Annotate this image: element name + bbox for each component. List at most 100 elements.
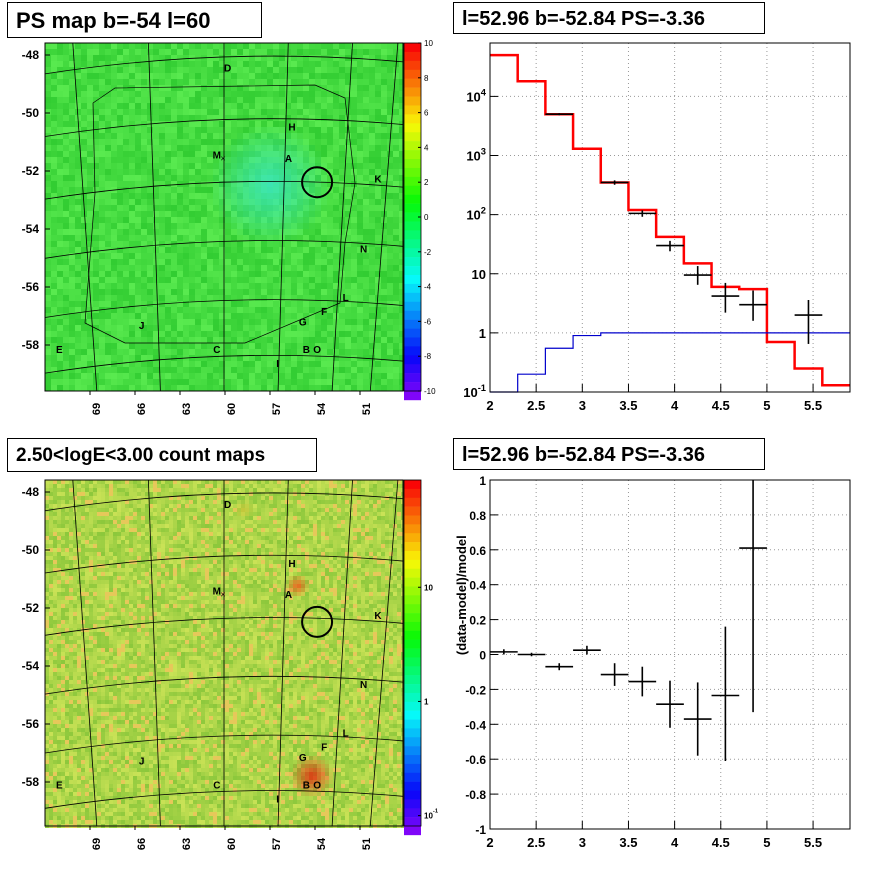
- heatmap-cell: [303, 121, 309, 127]
- heatmap-cell: [261, 217, 267, 223]
- heatmap-cell: [291, 199, 297, 205]
- heatmap-cell: [81, 528, 85, 532]
- heatmap-cell: [141, 109, 147, 115]
- heatmap-cell: [291, 133, 297, 139]
- heatmap-cell: [189, 67, 195, 73]
- heatmap-cell: [381, 528, 385, 532]
- heatmap-cell: [297, 259, 303, 265]
- heatmap-cell: [159, 325, 165, 331]
- heatmap-cell: [237, 253, 243, 259]
- heatmap-cell: [93, 43, 99, 49]
- heatmap-cell: [137, 484, 141, 488]
- heatmap-cell: [123, 367, 129, 373]
- heatmap-cell: [237, 528, 241, 532]
- heatmap-cell: [145, 528, 149, 532]
- heatmap-cell: [193, 516, 197, 520]
- heatmap-cell: [279, 169, 285, 175]
- heatmap-cell: [375, 67, 381, 73]
- heatmap-cell: [349, 480, 353, 484]
- heatmap-cell: [121, 524, 125, 528]
- heatmap-cell: [253, 480, 257, 484]
- heatmap-cell: [357, 133, 363, 139]
- heatmap-cell: [135, 223, 141, 229]
- heatmap-cell: [297, 325, 303, 331]
- heatmap-cell: [51, 379, 57, 385]
- heatmap-cell: [303, 271, 309, 277]
- heatmap-cell: [387, 235, 393, 241]
- heatmap-cell: [177, 488, 181, 492]
- heatmap-cell: [309, 241, 315, 247]
- heatmap-cell: [89, 508, 93, 512]
- heatmap-cell: [105, 484, 109, 488]
- heatmap-cell: [149, 484, 153, 488]
- heatmap-cell: [61, 520, 65, 524]
- heatmap-cell: [233, 528, 237, 532]
- heatmap-cell: [303, 259, 309, 265]
- heatmap-cell: [219, 319, 225, 325]
- heatmap-cell: [129, 205, 135, 211]
- heatmap-cell: [153, 373, 159, 379]
- heatmap-cell: [243, 211, 249, 217]
- heatmap-cell: [63, 241, 69, 247]
- heatmap-cell: [81, 355, 87, 361]
- heatmap-cell: [237, 496, 241, 500]
- heatmap-cell: [291, 193, 297, 199]
- heatmap-cell: [387, 289, 393, 295]
- heatmap-cell: [315, 349, 321, 355]
- heatmap-cell: [141, 133, 147, 139]
- heatmap-cell: [225, 61, 231, 67]
- heatmap-cell: [97, 484, 101, 488]
- heatmap-cell: [65, 500, 69, 504]
- heatmap-cell: [63, 205, 69, 211]
- heatmap-cell: [273, 49, 279, 55]
- heatmap-cell: [237, 115, 243, 121]
- heatmap-cell: [153, 73, 159, 79]
- heatmap-cell: [225, 484, 229, 488]
- heatmap-cell: [117, 217, 123, 223]
- heatmap-cell: [375, 151, 381, 157]
- heatmap-cell: [261, 73, 267, 79]
- heatmap-cell: [207, 307, 213, 313]
- heatmap-cell: [327, 103, 333, 109]
- heatmap-cell: [213, 253, 219, 259]
- heatmap-cell: [213, 295, 219, 301]
- heatmap-cell: [339, 175, 345, 181]
- heatmap-cell: [357, 349, 363, 355]
- heatmap-cell: [265, 528, 269, 532]
- heatmap-cell: [375, 277, 381, 283]
- heatmap-cell: [233, 504, 237, 508]
- heatmap-cell: [53, 484, 57, 488]
- heatmap-cell: [97, 516, 101, 520]
- heatmap-cell: [63, 229, 69, 235]
- heatmap-cell: [195, 373, 201, 379]
- heatmap-cell: [51, 169, 57, 175]
- heatmap-cell: [45, 520, 49, 524]
- heatmap-cell: [261, 516, 265, 520]
- heatmap-cell: [147, 271, 153, 277]
- heatmap-cell: [201, 512, 205, 516]
- heatmap-cell: [135, 325, 141, 331]
- heatmap-cell: [99, 253, 105, 259]
- heatmap-cell: [273, 253, 279, 259]
- heatmap-cell: [399, 55, 405, 61]
- heatmap-cell: [349, 492, 353, 496]
- heatmap-cell: [315, 217, 321, 223]
- heatmap-cell: [105, 61, 111, 67]
- heatmap-cell: [285, 337, 291, 343]
- heatmap-cell: [231, 205, 237, 211]
- heatmap-cell: [205, 508, 209, 512]
- heatmap-cell: [65, 528, 69, 532]
- heatmap-cell: [105, 91, 111, 97]
- heatmap-cell: [201, 181, 207, 187]
- heatmap-cell: [333, 43, 339, 49]
- heatmap-cell: [301, 500, 305, 504]
- heatmap-cell: [315, 67, 321, 73]
- heatmap-cell: [185, 512, 189, 516]
- heatmap-cell: [171, 367, 177, 373]
- heatmap-cell: [309, 157, 315, 163]
- heatmap-cell: [81, 181, 87, 187]
- heatmap-cell: [51, 139, 57, 145]
- heatmap-cell: [339, 85, 345, 91]
- heatmap-cell: [195, 187, 201, 193]
- heatmap-cell: [81, 259, 87, 265]
